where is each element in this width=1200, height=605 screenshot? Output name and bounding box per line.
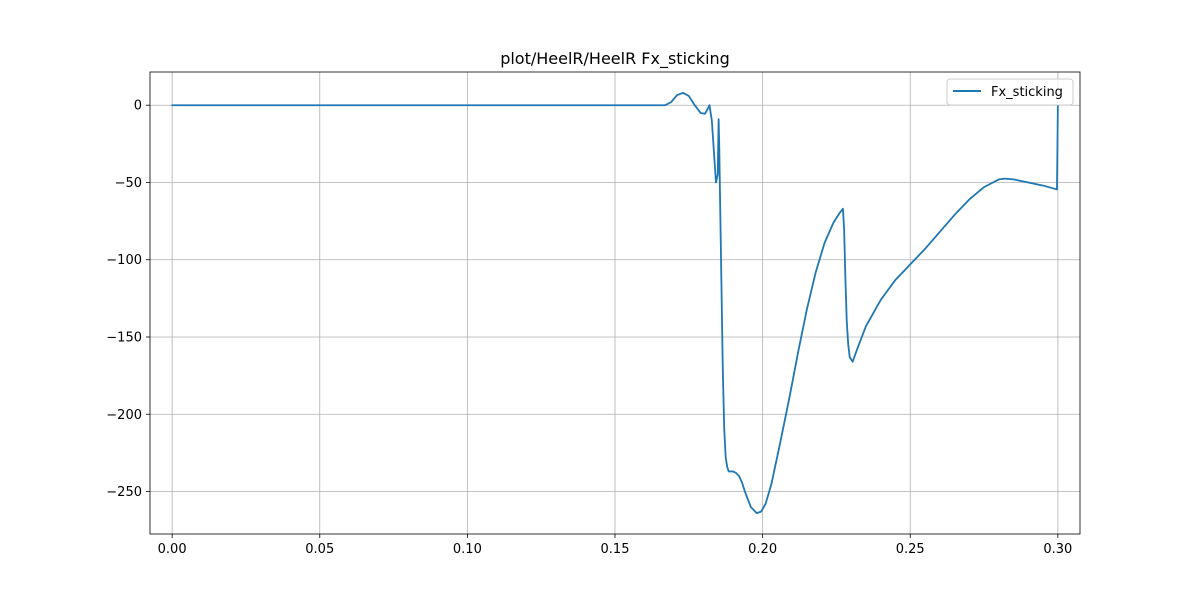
- y-tick-label: −200: [106, 408, 142, 423]
- x-tick-label: 0.15: [601, 542, 630, 557]
- y-tick-label: −150: [106, 330, 142, 345]
- y-tick-label: 0: [134, 99, 142, 114]
- legend-box: [946, 78, 1074, 106]
- legend: Fx_sticking: [946, 78, 1074, 106]
- x-tick-label: 0.30: [1043, 542, 1072, 557]
- y-tick-label: −100: [106, 253, 142, 268]
- x-tick-label: 0.25: [896, 542, 925, 557]
- x-tick-label: 0.00: [158, 542, 187, 557]
- series-line-fx-sticking: [171, 91, 1059, 515]
- y-tick-label: −50: [115, 176, 142, 191]
- x-tick-label: 0.10: [453, 542, 482, 557]
- axis-ticks: 0.00 0.05 0.10 0.15 0.20 0.25 0.30 0 −50 −100 −150…: [106, 99, 1072, 557]
- x-tick-label: 0.20: [748, 542, 777, 557]
- legend-label: Fx_sticking: [991, 85, 1063, 100]
- x-tick-label: 0.05: [305, 542, 334, 557]
- chart-title: plot/HeelR/HeelR Fx_sticking: [500, 49, 730, 69]
- plot-area: [171, 91, 1059, 515]
- y-tick-label: −250: [106, 485, 142, 500]
